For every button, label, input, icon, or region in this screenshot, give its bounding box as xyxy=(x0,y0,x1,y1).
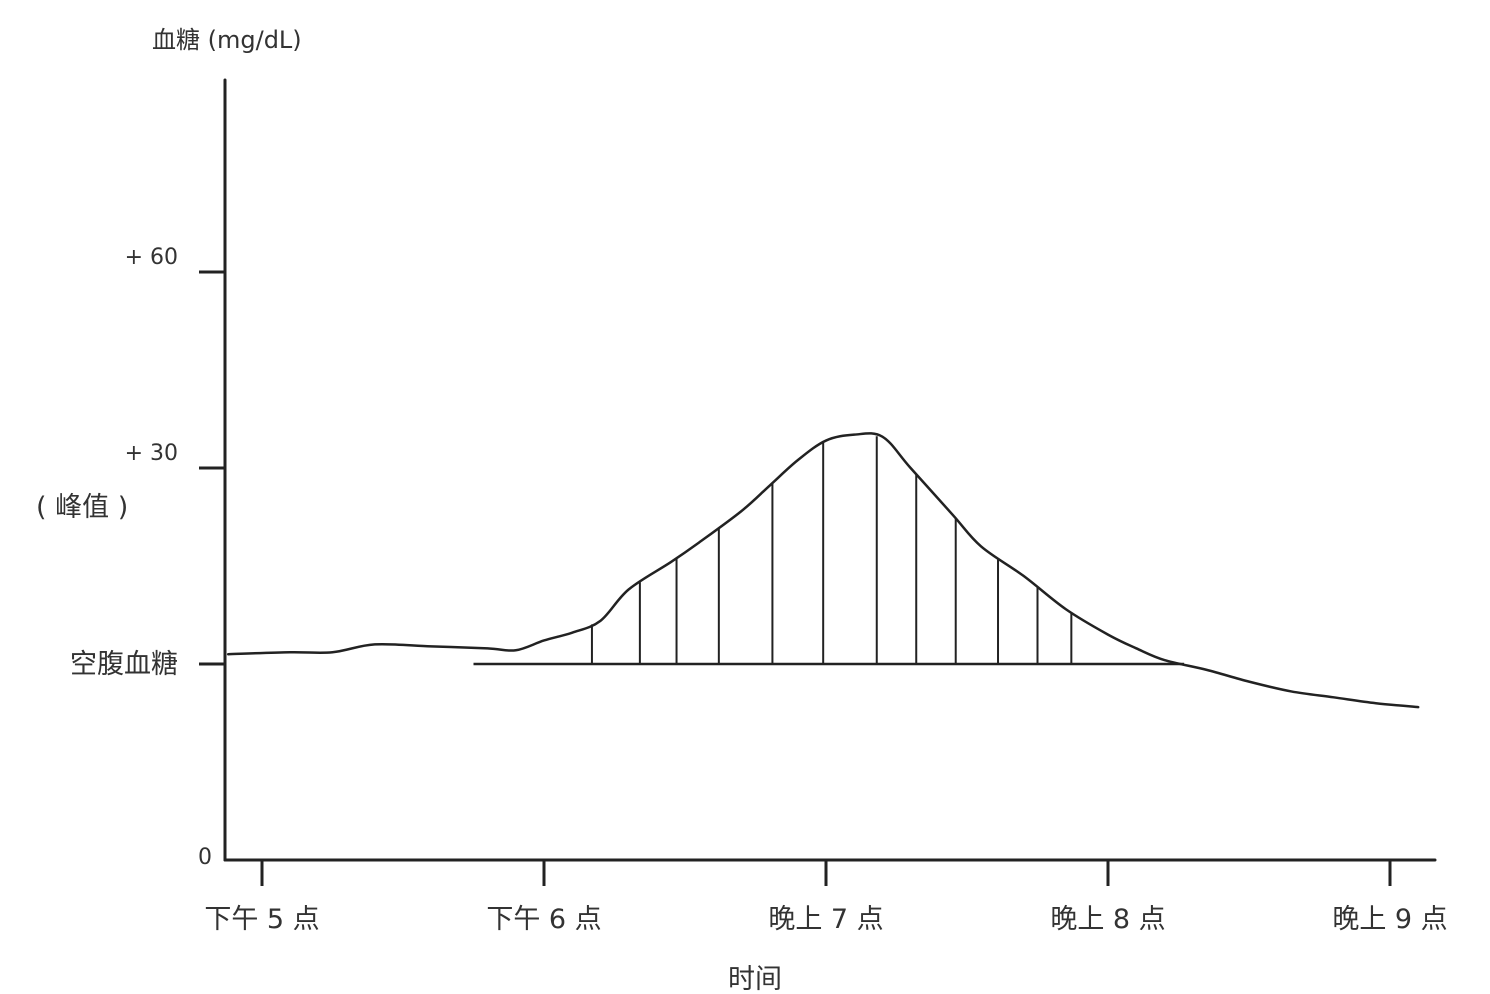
peak-shaded-area xyxy=(473,436,1185,666)
axes: 下午 5 点 下午 6 点 晚上 7 点 晚上 8 点 晚上 9 点 0 空腹血糖 + 30 +… xyxy=(70,78,1448,935)
peak-annotation: ( 峰值 ) xyxy=(36,492,128,523)
x-tick-label: 下午 5 点 xyxy=(204,904,319,935)
y-tick-label: 空腹血糖 xyxy=(70,649,178,680)
x-tick-label: 下午 6 点 xyxy=(486,904,601,935)
x-tick-label: 晚上 7 点 xyxy=(768,904,883,935)
y-axis-title: 血糖 (mg/dL) xyxy=(152,26,302,54)
x-tick-label: 晚上 8 点 xyxy=(1050,904,1165,935)
y-tick-label: + 60 xyxy=(125,245,178,270)
x-tick-label: 晚上 9 点 xyxy=(1332,904,1447,935)
y-tick-label: 0 xyxy=(198,845,212,870)
glucose-curve xyxy=(226,432,1420,709)
y-tick-label: + 30 xyxy=(125,441,178,466)
labels: 血糖 (mg/dL) 时间 ( 峰值 ) xyxy=(36,26,782,994)
x-axis-title: 时间 xyxy=(728,964,782,994)
glucose-series xyxy=(226,432,1420,709)
